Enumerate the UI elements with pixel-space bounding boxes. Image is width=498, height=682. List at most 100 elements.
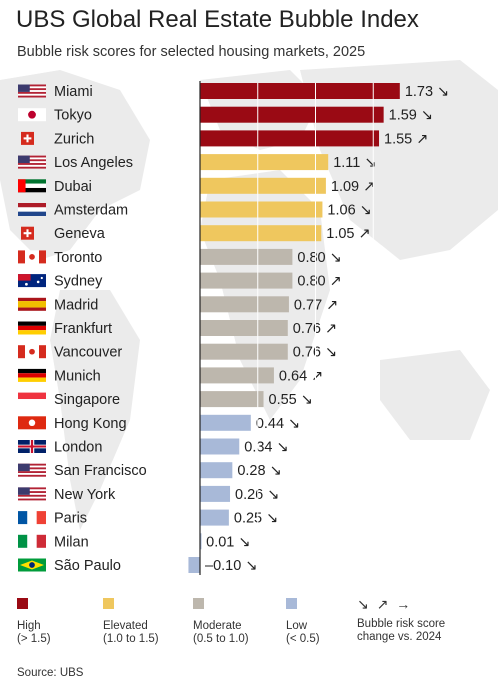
category-label-miami: Miami	[54, 84, 93, 100]
value-label-sao-paulo: –0.10 ↘	[205, 558, 257, 574]
value-label-san-francisco: 0.28 ↘	[237, 463, 281, 479]
legend-label-change: Bubble risk score	[357, 618, 446, 630]
bar-madrid	[200, 296, 289, 313]
category-label-amsterdam: Amsterdam	[54, 203, 128, 219]
value-label-hong-kong: 0.44 ↘	[256, 416, 300, 432]
bar-toronto	[200, 248, 293, 265]
value-label-dubai: 1.09 ↗	[331, 179, 375, 195]
legend-item-low: Low (< 0.5)	[286, 598, 320, 646]
bar-singapore	[200, 391, 264, 408]
change-arrows-icon: ↘ ↗ →	[357, 596, 413, 612]
bar-geneva	[200, 225, 322, 242]
flag-sao-paulo	[18, 558, 46, 572]
source-note: Source: UBS	[17, 667, 84, 679]
legend-item-elevated: Elevated (1.0 to 1.5)	[103, 598, 159, 646]
bar-new-york	[200, 485, 231, 502]
legend-label-high: High	[17, 620, 41, 632]
category-label-singapore: Singapore	[54, 392, 120, 408]
value-label-milan: 0.01 ↘	[206, 534, 250, 550]
bar-frankfurt	[200, 320, 288, 336]
category-label-geneva: Geneva	[54, 226, 106, 242]
legend-swatch-high	[17, 598, 28, 609]
category-label-los-angeles: Los Angeles	[54, 155, 133, 171]
bar-hong-kong	[200, 414, 251, 431]
value-label-tokyo: 1.59 ↘	[389, 108, 433, 124]
bar-chart: Miami 1.73 ↘ Tokyo 1.59 ↘ Zurich 1.55 ↗ Los An…	[18, 81, 449, 575]
legend-swatch-moderate	[193, 598, 204, 609]
value-label-madrid: 0.77 ↗	[294, 297, 338, 313]
category-label-madrid: Madrid	[54, 297, 98, 313]
legend-label-change-2: change vs. 2024	[357, 631, 442, 643]
flag-munich	[18, 368, 46, 382]
legend-label-elevated: Elevated	[103, 620, 148, 632]
bar-zurich	[200, 130, 380, 147]
legend-swatch-elevated	[103, 598, 114, 609]
flag-london	[18, 440, 46, 453]
legend-item-change: ↘ ↗ → Bubble risk score change vs. 2024	[357, 596, 446, 644]
bar-miami	[200, 83, 400, 99]
category-label-dubai: Dubai	[54, 179, 92, 195]
value-label-zurich: 1.55 ↗	[384, 131, 428, 147]
chart-subtitle: Bubble risk scores for selected housing …	[17, 44, 366, 60]
value-label-paris: 0.25 ↘	[234, 511, 278, 527]
legend: High (> 1.5) Elevated (1.0 to 1.5) Moder…	[0, 596, 498, 658]
legend-swatch-low	[286, 598, 297, 609]
chart-title: UBS Global Real Estate Bubble Index	[16, 6, 419, 33]
bar-vancouver	[200, 343, 288, 360]
bar-los-angeles	[200, 154, 329, 171]
value-label-new-york: 0.26 ↘	[235, 487, 279, 503]
legend-item-high: High (> 1.5)	[17, 598, 51, 646]
category-label-zurich: Zurich	[54, 131, 94, 147]
value-label-singapore: 0.55 ↘	[269, 392, 313, 408]
value-label-vancouver: 0.76 ↘	[293, 345, 337, 361]
category-label-sydney: Sydney	[54, 274, 103, 290]
bar-paris	[200, 509, 229, 526]
value-label-toronto: 0.80 ↘	[297, 250, 341, 266]
category-label-milan: Milan	[54, 534, 89, 550]
flag-paris	[18, 511, 46, 525]
category-label-vancouver: Vancouver	[54, 345, 122, 361]
flag-los-angeles	[18, 155, 46, 169]
flag-miami	[18, 84, 46, 98]
flag-vancouver	[18, 345, 46, 359]
value-label-sydney: 0.80 ↗	[297, 274, 341, 290]
legend-range-elevated: (1.0 to 1.5)	[103, 633, 159, 645]
value-label-los-angeles: 1.11 ↘	[333, 155, 376, 171]
category-label-frankfurt: Frankfurt	[54, 321, 112, 337]
flag-geneva	[21, 226, 34, 240]
legend-range-high: (> 1.5)	[17, 633, 51, 645]
flag-toronto	[18, 250, 46, 264]
value-label-amsterdam: 1.06 ↘	[327, 203, 371, 219]
legend-range-low: (< 0.5)	[286, 633, 320, 645]
legend-label-low: Low	[286, 620, 308, 632]
category-label-sao-paulo: São Paulo	[54, 558, 121, 574]
bar-milan	[200, 533, 202, 550]
flag-new-york	[18, 487, 46, 501]
legend-item-moderate: Moderate (0.5 to 1.0)	[193, 598, 249, 646]
flag-san-francisco	[18, 463, 46, 477]
flag-tokyo	[18, 108, 46, 122]
category-label-new-york: New York	[54, 487, 116, 503]
category-label-tokyo: Tokyo	[54, 108, 92, 124]
category-label-paris: Paris	[54, 511, 87, 527]
flag-milan	[18, 534, 46, 548]
bar-amsterdam	[200, 201, 323, 218]
category-label-san-francisco: San Francisco	[54, 463, 147, 479]
bar-london	[200, 438, 240, 455]
flag-hong-kong	[18, 416, 46, 430]
category-label-hong-kong: Hong Kong	[54, 416, 127, 432]
value-label-frankfurt: 0.76 ↗	[293, 321, 337, 337]
flag-amsterdam	[18, 203, 46, 216]
value-label-miami: 1.73 ↘	[405, 84, 449, 100]
flag-zurich	[21, 131, 34, 145]
value-label-london: 0.34 ↘	[244, 440, 288, 456]
flag-sydney	[18, 274, 46, 288]
flag-dubai	[18, 179, 46, 193]
bar-tokyo	[200, 106, 384, 123]
legend-label-moderate: Moderate	[193, 620, 242, 632]
category-label-london: London	[54, 440, 102, 456]
legend-range-moderate: (0.5 to 1.0)	[193, 633, 249, 645]
bar-munich	[200, 367, 274, 384]
bar-dubai	[200, 177, 326, 194]
value-label-geneva: 1.05 ↗	[326, 226, 370, 242]
